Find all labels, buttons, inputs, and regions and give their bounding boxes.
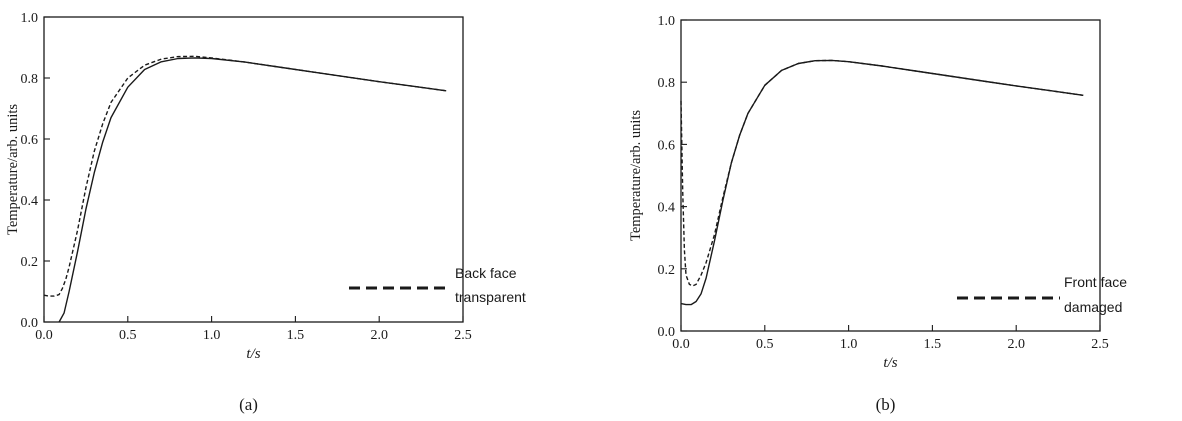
- x-tick-label: 0.5: [119, 328, 137, 343]
- chart-panel-b: 0.0 0.5 1.0 1.5 2.0 2.5 0.0 0.2 0.4 0.6 0.8 1.0 t/s…: [628, 14, 1127, 414]
- series-lines-a: [43, 55, 447, 323]
- x-tick-label: 1.0: [840, 337, 858, 352]
- solid-series-line: [680, 59, 1084, 306]
- legend-label-b-line1: Front face: [1064, 274, 1127, 290]
- x-tick-label: 0.5: [756, 337, 774, 352]
- y-tick-label: 0.4: [21, 194, 39, 209]
- x-tick-label: 2.5: [1091, 337, 1109, 352]
- x-axis-label-b: t/s: [883, 355, 897, 371]
- y-axis-label-a: Temperature/arb. units: [5, 104, 21, 235]
- x-tick-label: 0.0: [35, 328, 53, 343]
- y-tick-label: 0.2: [21, 255, 39, 270]
- x-axis-label-a: t/s: [246, 346, 260, 362]
- y-tick-label: 0.8: [21, 72, 39, 87]
- x-tick-label: 1.5: [287, 328, 305, 343]
- dashed-series-line: [680, 59, 1084, 287]
- chart-panel-a: 0.0 0.5 1.0 1.5 2.0 2.5 0.0 0.2 0.4 0.6 0.8 1.0 t/s…: [5, 11, 526, 414]
- x-tick-label: 2.0: [1007, 337, 1025, 352]
- axis-ticks-b: 0.0 0.5 1.0 1.5 2.0 2.5 0.0 0.2 0.4 0.6 0.8 1.0: [658, 14, 1109, 352]
- plot-frame-a: [43, 16, 464, 323]
- legend-b: Front face damaged: [957, 274, 1127, 315]
- legend-label-a-line2: transparent: [455, 289, 526, 305]
- y-tick-label: 0.8: [658, 76, 676, 91]
- y-tick-label: 0.6: [21, 133, 39, 148]
- y-tick-label: 0.4: [658, 201, 676, 216]
- x-tick-label: 2.0: [370, 328, 388, 343]
- y-tick-label: 0.2: [658, 263, 676, 278]
- dashed-series-line: [43, 55, 447, 297]
- plot-frame-b: [680, 19, 1101, 332]
- y-tick-label: 0.0: [21, 316, 39, 331]
- panel-label-b: (b): [876, 395, 896, 414]
- legend-label-b-line2: damaged: [1064, 299, 1122, 315]
- x-tick-label: 1.0: [203, 328, 221, 343]
- solid-series-line: [58, 57, 447, 323]
- y-tick-label: 1.0: [21, 11, 39, 26]
- x-tick-label: 1.5: [924, 337, 942, 352]
- legend-label-a-line1: Back face: [455, 265, 517, 281]
- series-lines-b: [680, 59, 1084, 306]
- y-axis-label-b: Temperature/arb. units: [628, 110, 644, 241]
- y-tick-label: 0.6: [658, 138, 676, 153]
- x-tick-label: 2.5: [454, 328, 472, 343]
- legend-a: Back face transparent: [349, 265, 526, 305]
- y-tick-label: 1.0: [658, 14, 676, 29]
- panel-label-a: (a): [239, 395, 258, 414]
- axis-ticks-a: 0.0 0.5 1.0 1.5 2.0 2.5 0.0 0.2 0.4 0.6 0.8 1.0: [21, 11, 472, 343]
- y-tick-label: 0.0: [658, 325, 676, 340]
- x-tick-label: 0.0: [672, 337, 690, 352]
